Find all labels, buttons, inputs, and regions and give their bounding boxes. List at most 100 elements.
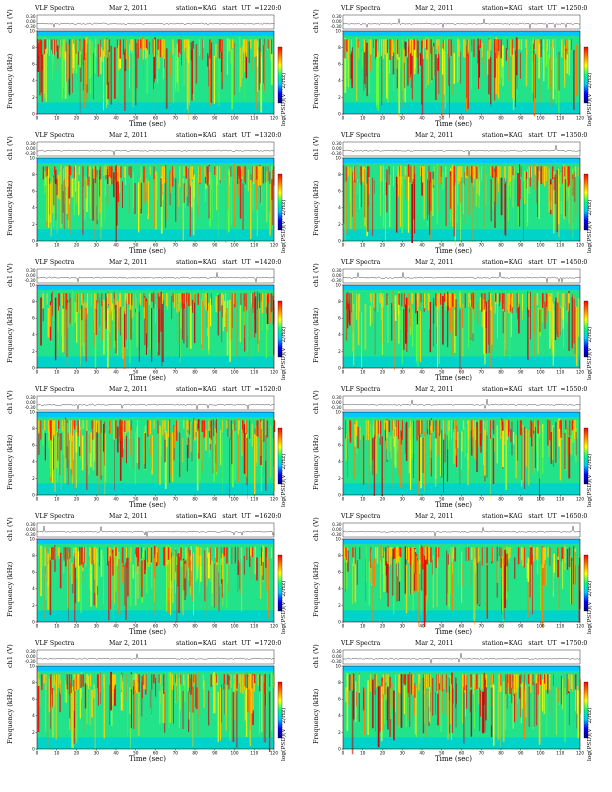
band-streak: [45, 674, 47, 690]
sferic-streak: [396, 55, 398, 69]
band-streak: [346, 39, 348, 52]
sferic-streak: [409, 300, 411, 327]
time-tick-label: 0: [36, 624, 39, 629]
channel-trace: [36, 22, 275, 28]
sferic-streak: [44, 37, 46, 99]
sferic-streak: [187, 168, 189, 207]
sferic-streak: [266, 295, 269, 325]
time-tick-label: 70: [173, 116, 179, 121]
band-streak: [345, 166, 347, 182]
band-streak: [510, 39, 512, 57]
panel-title: VLF Spectra: [35, 259, 75, 266]
band-streak: [468, 547, 470, 561]
sferic-streak: [425, 554, 427, 596]
sferic-streak: [494, 168, 496, 229]
band-streak: [411, 39, 414, 56]
sferic-streak: [53, 294, 55, 321]
band-streak: [95, 39, 97, 57]
sferic-streak: [44, 433, 46, 461]
sferic-streak: [389, 435, 392, 452]
sferic-streak: [509, 298, 511, 360]
sferic-streak: [67, 552, 69, 608]
sferic-streak: [74, 552, 76, 604]
band-streak: [148, 293, 151, 305]
band-streak: [216, 674, 219, 686]
sferic-streak: [103, 50, 104, 111]
sferic-streak: [559, 431, 562, 481]
band-streak: [426, 39, 428, 50]
sferic-streak: [232, 692, 235, 743]
sferic-streak: [533, 51, 535, 102]
sferic-streak: [370, 423, 372, 471]
sferic-streak: [384, 557, 387, 593]
sferic-streak: [252, 165, 254, 212]
sferic-streak: [358, 41, 360, 60]
sferic-streak: [156, 172, 158, 201]
sferic-streak: [559, 172, 561, 188]
spectrogram-panel: VLF Spectra Mar 2, 2011 station=KAG start …: [310, 385, 600, 513]
sferic-streak: [39, 40, 41, 96]
frequency-tick-label: 4: [338, 459, 341, 464]
sferic-streak: [370, 563, 372, 584]
frequency-tick-label: 2: [32, 95, 35, 100]
sferic-streak: [207, 53, 209, 67]
band-streak: [176, 420, 179, 432]
band-streak: [157, 293, 159, 309]
band-streak: [369, 39, 372, 55]
spectrogram-low-band: [343, 102, 580, 114]
frequency-tick-label: 0: [32, 746, 35, 751]
band-streak: [527, 674, 530, 685]
channel-trace: [36, 653, 275, 660]
time-tick-label: 20: [74, 497, 80, 502]
band-streak: [575, 547, 576, 566]
band-streak: [109, 547, 111, 557]
time-tick-label: 50: [439, 497, 445, 502]
sferic-streak: [451, 688, 454, 704]
sferic-streak: [351, 691, 354, 755]
sferic-streak: [375, 690, 376, 732]
sferic-streak: [175, 56, 177, 93]
sferic-streak: [267, 558, 270, 619]
sferic-streak: [59, 433, 61, 476]
sferic-streak: [171, 432, 174, 482]
channel-tick-label: 0.00: [332, 527, 342, 532]
sferic-streak: [255, 307, 256, 360]
band-streak: [422, 39, 424, 49]
band-streak: [126, 420, 128, 433]
band-streak: [427, 293, 430, 311]
sferic-streak: [470, 690, 472, 735]
sferic-streak: [511, 421, 513, 456]
sferic-streak: [57, 299, 59, 350]
band-streak: [145, 39, 146, 54]
time-tick-label: 30: [400, 116, 406, 121]
band-streak: [180, 39, 181, 55]
band-streak: [115, 166, 117, 182]
band-streak: [148, 420, 149, 435]
band-streak: [118, 166, 120, 185]
sferic-streak: [59, 683, 61, 713]
sferic-streak: [384, 676, 385, 724]
sferic-streak: [444, 433, 446, 463]
band-streak: [422, 166, 424, 183]
sferic-streak: [497, 310, 499, 337]
spectrogram-panel: VLF Spectra Mar 2, 2011 station=KAG start …: [4, 512, 294, 640]
time-axis-label: Time (sec): [129, 628, 167, 636]
sferic-streak: [551, 684, 553, 737]
band-streak: [537, 166, 539, 181]
band-streak: [257, 166, 260, 186]
channel-trace-frame: [342, 522, 581, 538]
band-streak: [476, 674, 478, 689]
sferic-streak: [438, 303, 440, 365]
sferic-streak: [158, 296, 161, 356]
sferic-streak: [144, 559, 146, 574]
sferic-streak: [252, 674, 254, 711]
channel-tick-label: 0.00: [332, 146, 342, 151]
band-streak: [508, 293, 510, 314]
sferic-streak: [260, 175, 261, 204]
band-streak: [442, 674, 444, 692]
sferic-streak: [115, 178, 117, 242]
sferic-streak: [47, 563, 49, 587]
band-streak: [557, 420, 560, 440]
time-tick-label: 90: [212, 116, 218, 121]
sferic-streak: [56, 178, 58, 234]
